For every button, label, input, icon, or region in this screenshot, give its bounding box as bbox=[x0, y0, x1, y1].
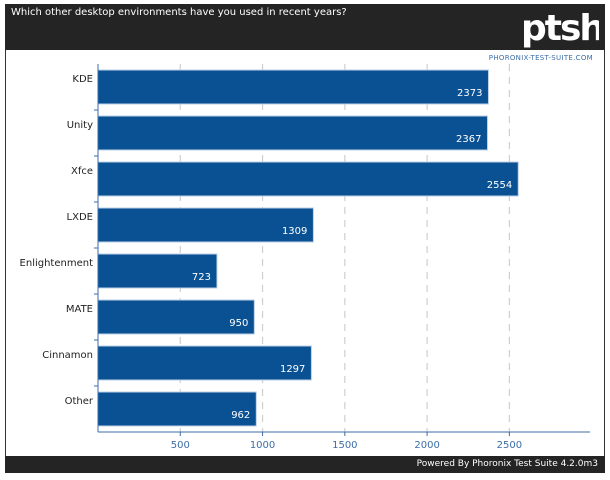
bar-value-label: 950 bbox=[229, 318, 248, 329]
chart-title: Which other desktop environments have yo… bbox=[11, 7, 347, 18]
bar-value-label: 2373 bbox=[457, 88, 482, 99]
category-label: KDE bbox=[72, 74, 93, 85]
chart-header: Which other desktop environments have yo… bbox=[5, 4, 605, 50]
x-tick-label: 500 bbox=[171, 440, 190, 451]
chart-footer: Powered By Phoronix Test Suite 4.2.0m3 bbox=[5, 456, 605, 473]
axes: 500 1000 1500 2000 2500 KDE Unity Xfce LXDE Enlig… bbox=[20, 64, 590, 451]
bar-value-label: 2554 bbox=[487, 180, 512, 191]
category-label: MATE bbox=[66, 304, 93, 315]
x-tick-label: 2500 bbox=[497, 440, 522, 451]
x-tick-label: 1000 bbox=[250, 440, 275, 451]
pts-logo-icon: ptsh bbox=[521, 8, 599, 48]
bar-value-label: 1309 bbox=[282, 226, 307, 237]
category-label: Cinnamon bbox=[42, 350, 93, 361]
bar bbox=[97, 207, 314, 243]
bars: 2373 2367 2554 1309 723 950 1297 962 bbox=[97, 69, 519, 427]
category-label: Enlightenment bbox=[20, 258, 94, 269]
bar-value-label: 2367 bbox=[456, 134, 481, 145]
category-label: LXDE bbox=[67, 212, 93, 223]
bar bbox=[97, 115, 488, 151]
category-label: Xfce bbox=[71, 166, 93, 177]
category-label: Other bbox=[65, 396, 94, 407]
footer-text: Powered By Phoronix Test Suite 4.2.0m3 bbox=[416, 459, 598, 469]
grid-lines bbox=[179, 64, 510, 432]
bar bbox=[97, 391, 257, 427]
bar bbox=[97, 161, 519, 197]
x-tick-label: 2000 bbox=[414, 440, 439, 451]
bar-value-label: 723 bbox=[192, 272, 211, 283]
logo-text: ptsh bbox=[521, 8, 599, 48]
source-url: PHORONIX-TEST-SUITE.COM bbox=[488, 54, 593, 62]
bar-value-label: 1297 bbox=[280, 364, 305, 375]
category-label: Unity bbox=[67, 120, 93, 131]
x-tick-label: 1500 bbox=[332, 440, 357, 451]
bar bbox=[97, 69, 489, 105]
bar-value-label: 962 bbox=[231, 410, 250, 421]
